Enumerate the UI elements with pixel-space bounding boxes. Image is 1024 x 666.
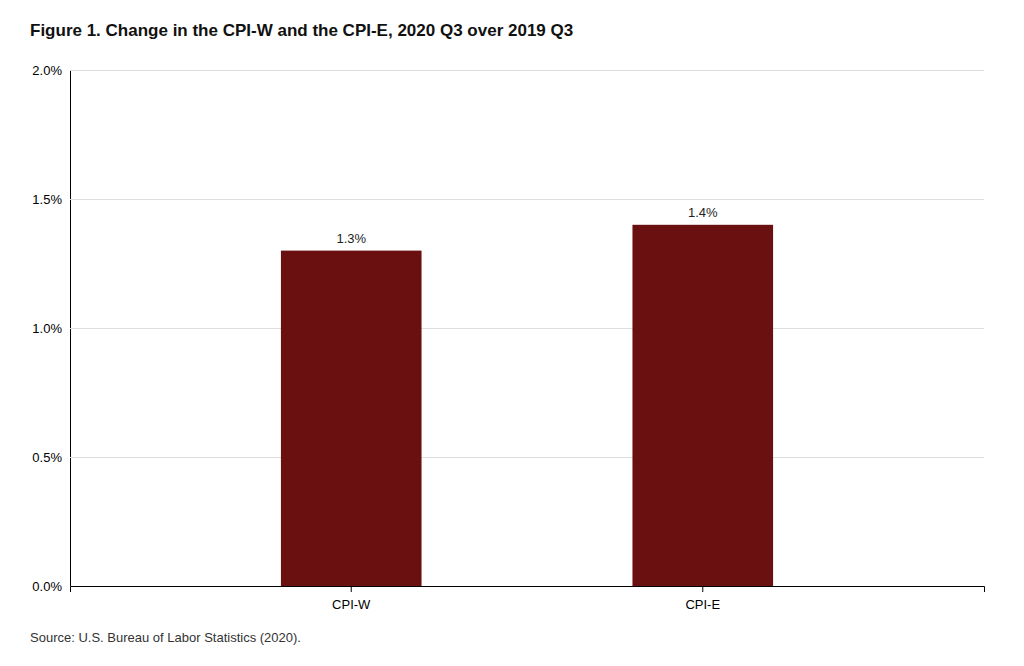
annotation: Source: U.S. Bureau of Labor Statistics … bbox=[30, 630, 301, 645]
y-axis: 0.0% 0.5% 1.0% 1.5% 2.0% bbox=[32, 63, 984, 594]
x-axis: CPI-W CPI-E bbox=[71, 586, 985, 612]
bar bbox=[632, 225, 773, 586]
tick-mark bbox=[702, 586, 703, 592]
x-tick-label: CPI-E bbox=[685, 597, 720, 612]
y-tick: 0.0% bbox=[32, 579, 984, 594]
data-labels: 1.3% 1.4% bbox=[336, 205, 718, 246]
y-tick: 1.5% bbox=[32, 192, 984, 207]
tick-mark bbox=[351, 586, 352, 592]
bar bbox=[281, 251, 422, 586]
y-tick: 2.0% bbox=[32, 63, 984, 78]
y-axis-line bbox=[71, 71, 985, 587]
y-tick-label: 0.0% bbox=[32, 579, 62, 594]
bars bbox=[281, 225, 773, 586]
grid-line bbox=[70, 199, 984, 200]
x-tick: CPI-E bbox=[685, 586, 720, 612]
x-tick-label: CPI-W bbox=[332, 597, 371, 612]
y-tick-label: 1.5% bbox=[32, 192, 62, 207]
grid-line bbox=[70, 70, 984, 71]
y-tick-label: 2.0% bbox=[32, 63, 62, 78]
plot-area: 0.0% 0.5% 1.0% 1.5% 2.0% CPI-W CPI-E 1.3% 1.4% bbox=[32, 63, 984, 613]
y-tick-label: 1.0% bbox=[32, 321, 62, 336]
x-axis-line bbox=[71, 587, 985, 593]
title: Figure 1. Change in the CPI-W and the CP… bbox=[30, 21, 573, 40]
y-tick: 0.5% bbox=[32, 450, 984, 465]
y-tick-label: 0.5% bbox=[32, 450, 62, 465]
grid-line bbox=[70, 328, 984, 329]
y-tick: 1.0% bbox=[32, 321, 984, 336]
data-label: 1.3% bbox=[336, 231, 366, 246]
chart-container: 0.0% 0.5% 1.0% 1.5% 2.0% CPI-W CPI-E 1.3% 1.4% Fi… bbox=[0, 0, 1024, 666]
chart-svg: 0.0% 0.5% 1.0% 1.5% 2.0% CPI-W CPI-E 1.3% 1.4% Fi… bbox=[0, 0, 1024, 666]
x-tick: CPI-W bbox=[332, 586, 371, 612]
data-label: 1.4% bbox=[688, 205, 718, 220]
grid-line bbox=[70, 457, 984, 458]
